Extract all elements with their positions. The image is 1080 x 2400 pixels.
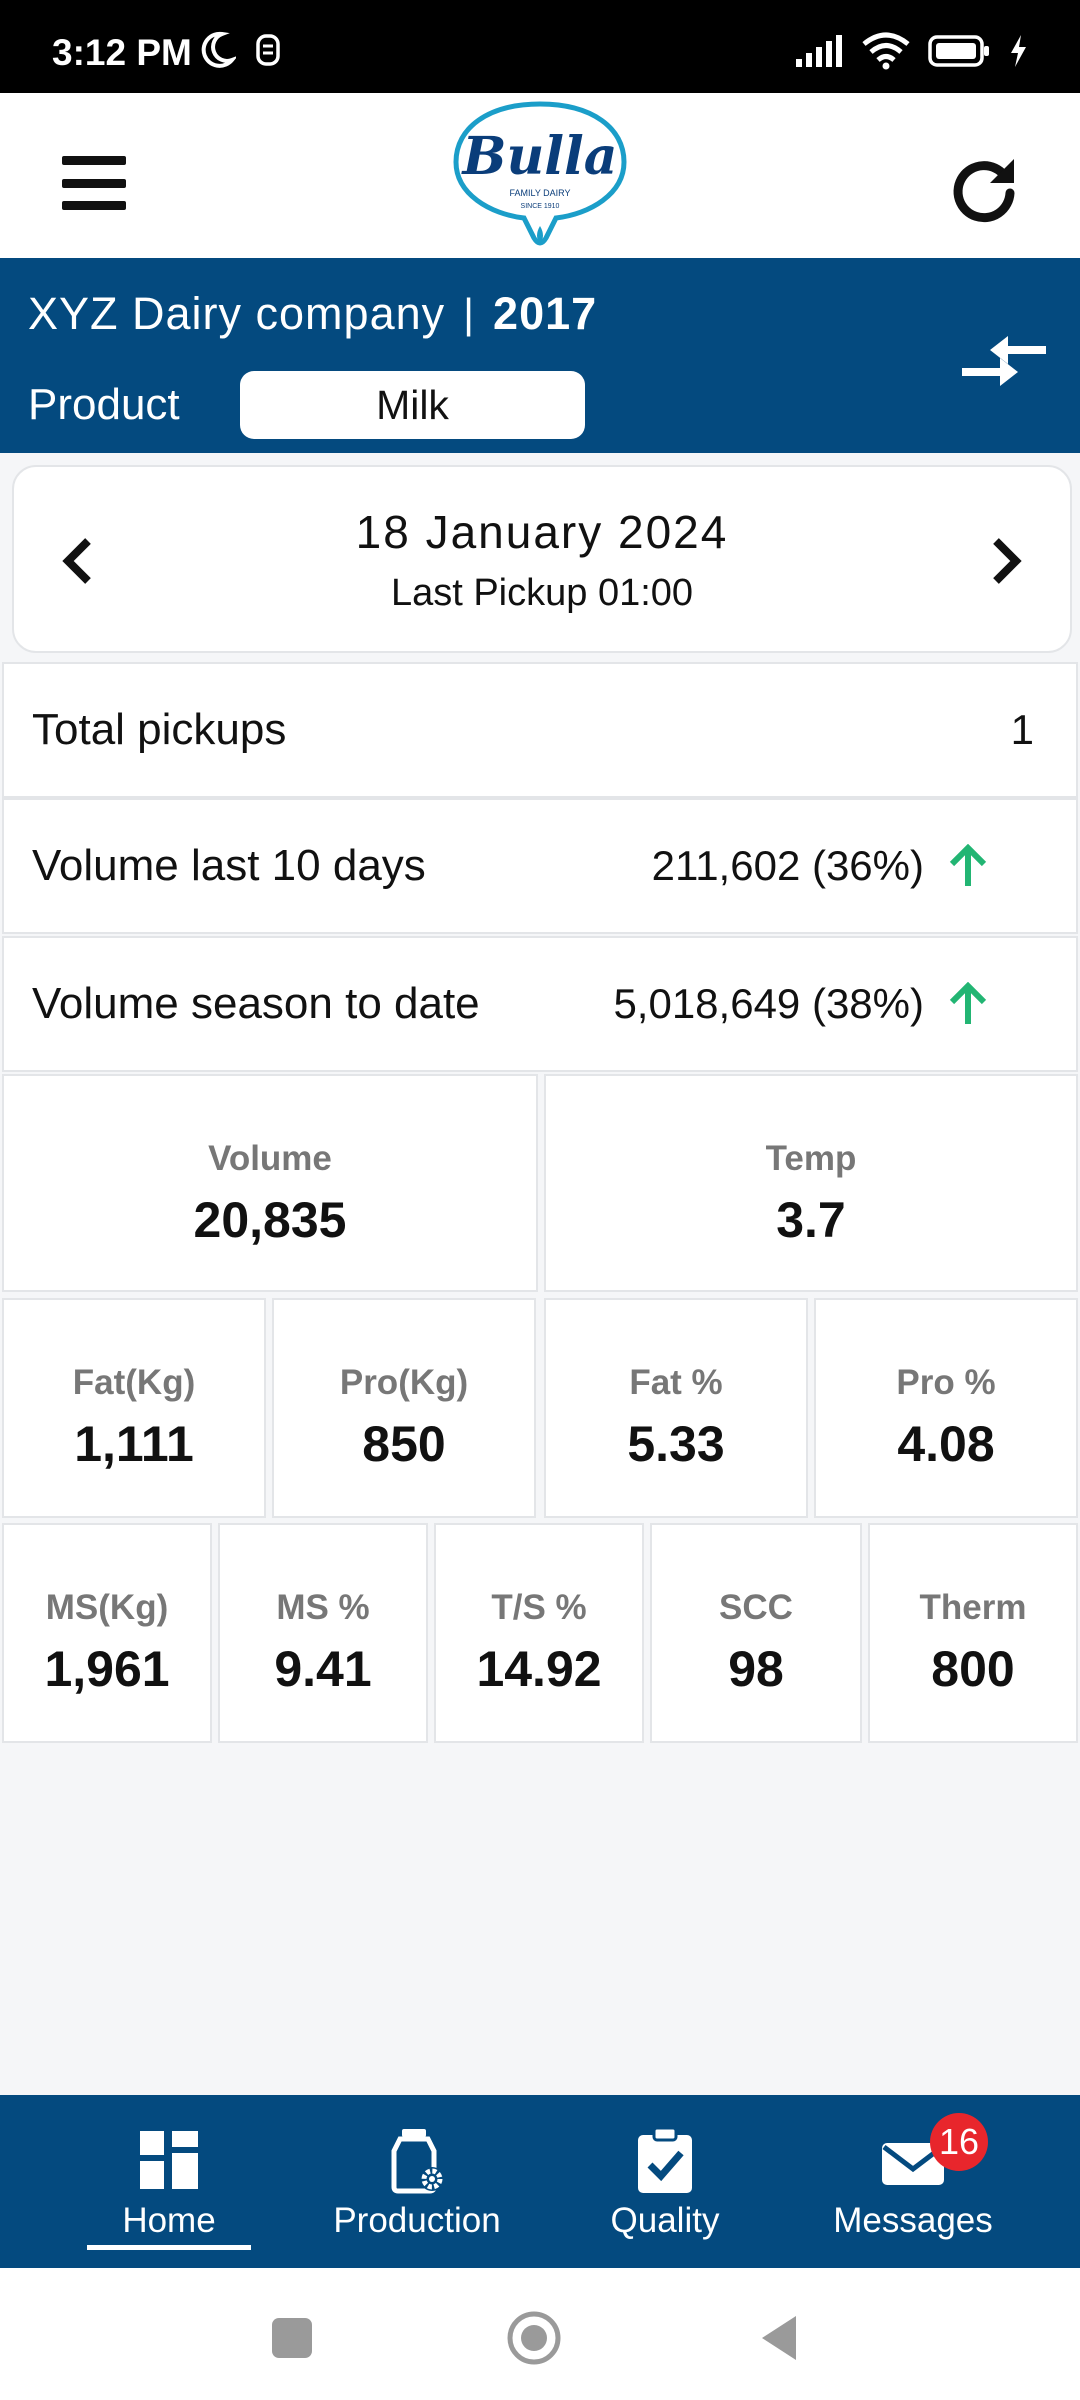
date-card: 18 January 2024 Last Pickup 01:00 [12,465,1072,653]
home-circle-icon[interactable] [506,2310,562,2366]
product-select[interactable]: Milk [240,371,585,439]
metric-value: 5.33 [627,1416,725,1472]
hamburger-line [62,156,126,165]
row-label: Total pickups [32,705,287,754]
metric-tile-ts-percent: T/S % 14.92 [434,1523,644,1743]
metric-tile-temp: Temp 3.7 [544,1074,1078,1292]
dashboard-icon [140,2131,198,2189]
svg-text:Bulla: Bulla [461,126,618,187]
bottom-nav: Home Production Quality 16 Messages [0,2095,1080,2268]
system-nav-bar [0,2268,1080,2400]
menu-button[interactable] [62,156,126,210]
active-indicator [87,2245,251,2250]
volume-season-to-date-row: Volume season to date 5,018,649 (38%) [2,936,1078,1072]
metric-label: Pro(Kg) [339,1363,469,1402]
metric-value: 98 [728,1641,784,1697]
row-value: 211,602 (36%) [651,842,924,889]
metric-value: 800 [931,1641,1015,1697]
total-pickups-row: Total pickups 1 [2,662,1078,798]
volume-last-10-days-row: Volume last 10 days 211,602 (36%) [2,798,1078,934]
nav-messages[interactable]: 16 Messages [778,2095,1048,2268]
unread-badge: 16 [930,2113,988,2171]
metric-label: Pro % [896,1363,996,1402]
status-time: 3:12 PM [52,32,192,73]
metric-label: Temp [765,1139,857,1178]
row-label: Volume season to date [32,979,480,1028]
metric-label: MS % [276,1588,370,1627]
metric-label: SCC [719,1588,793,1627]
metric-tile-pro-percent: Pro % 4.08 [814,1298,1078,1518]
product-label: Product [28,380,180,429]
charging-icon [1011,35,1026,67]
metric-label: Fat % [629,1363,723,1402]
metric-label: T/S % [491,1588,587,1627]
metric-tile-fat-percent: Fat % 5.33 [544,1298,808,1518]
season-year: 2017 [493,288,598,339]
metric-value: 3.7 [776,1192,846,1248]
nav-label: Production [333,2201,501,2240]
nav-production[interactable]: Production [282,2095,552,2268]
separator: | [463,290,476,337]
app-header: Bulla FAMILY DAIRY SINCE 1910 [0,93,1080,258]
nav-label: Quality [610,2201,720,2240]
arrow-up-icon [949,982,987,1024]
metric-value: 1,111 [74,1416,194,1472]
metric-value: 1,961 [44,1641,170,1697]
nav-quality[interactable]: Quality [530,2095,800,2268]
svg-text:SINCE 1910: SINCE 1910 [521,203,560,210]
metric-value: 14.92 [476,1641,602,1697]
svg-text:FAMILY DAIRY: FAMILY DAIRY [509,188,570,198]
swap-arrows-icon[interactable] [960,326,1048,396]
company-name: XYZ Dairy company [28,288,446,339]
last-pickup: Last Pickup 01:00 [390,572,694,614]
metric-label: Therm [919,1588,1027,1627]
metric-tile-scc: SCC 98 [650,1523,862,1743]
back-triangle-icon[interactable] [752,2310,808,2366]
row-value: 5,018,649 (38%) [613,980,924,1027]
metric-tile-fat-kg: Fat(Kg) 1,111 [2,1298,266,1518]
chevron-right-icon[interactable] [982,533,1030,589]
nav-label: Home [122,2201,216,2240]
status-bar: 3:12 PM [0,0,1080,93]
metric-label: Fat(Kg) [72,1363,196,1402]
milk-can-gear-icon [391,2129,444,2194]
metric-value: 4.08 [897,1416,995,1472]
hamburger-line [62,178,126,188]
metric-tile-pro-kg: Pro(Kg) 850 [272,1298,536,1518]
metric-value: 850 [362,1416,446,1472]
clipboard-check-icon [638,2126,692,2193]
metric-label: MS(Kg) [45,1588,169,1627]
metric-tile-ms-kg: MS(Kg) 1,961 [2,1523,212,1743]
metric-tile-volume: Volume 20,835 [2,1074,538,1292]
chevron-left-icon[interactable] [54,533,102,589]
moon-icon [201,31,236,68]
battery-icon [928,35,989,67]
wifi-icon [862,32,910,70]
metric-tile-ms-percent: MS % 9.41 [218,1523,428,1743]
metric-value: 20,835 [193,1192,347,1248]
metric-tile-therm: Therm 800 [868,1523,1078,1743]
hamburger-line [62,201,126,210]
signal-icon [796,35,842,67]
recents-icon[interactable] [264,2310,320,2366]
notification-app-icon [256,34,280,66]
refresh-icon[interactable] [950,153,1020,223]
row-label: Volume last 10 days [32,841,426,890]
row-value: 1 [1010,706,1034,753]
nav-home[interactable]: Home [34,2095,304,2268]
metric-label: Volume [208,1139,332,1178]
nav-label: Messages [833,2201,993,2240]
account-banner: XYZ Dairy company | 2017 Product Milk [0,258,1080,453]
arrow-up-icon [949,844,987,886]
bulla-logo: Bulla FAMILY DAIRY SINCE 1910 [453,101,627,246]
metric-value: 9.41 [274,1641,372,1697]
selected-date: 18 January 2024 [355,506,729,558]
